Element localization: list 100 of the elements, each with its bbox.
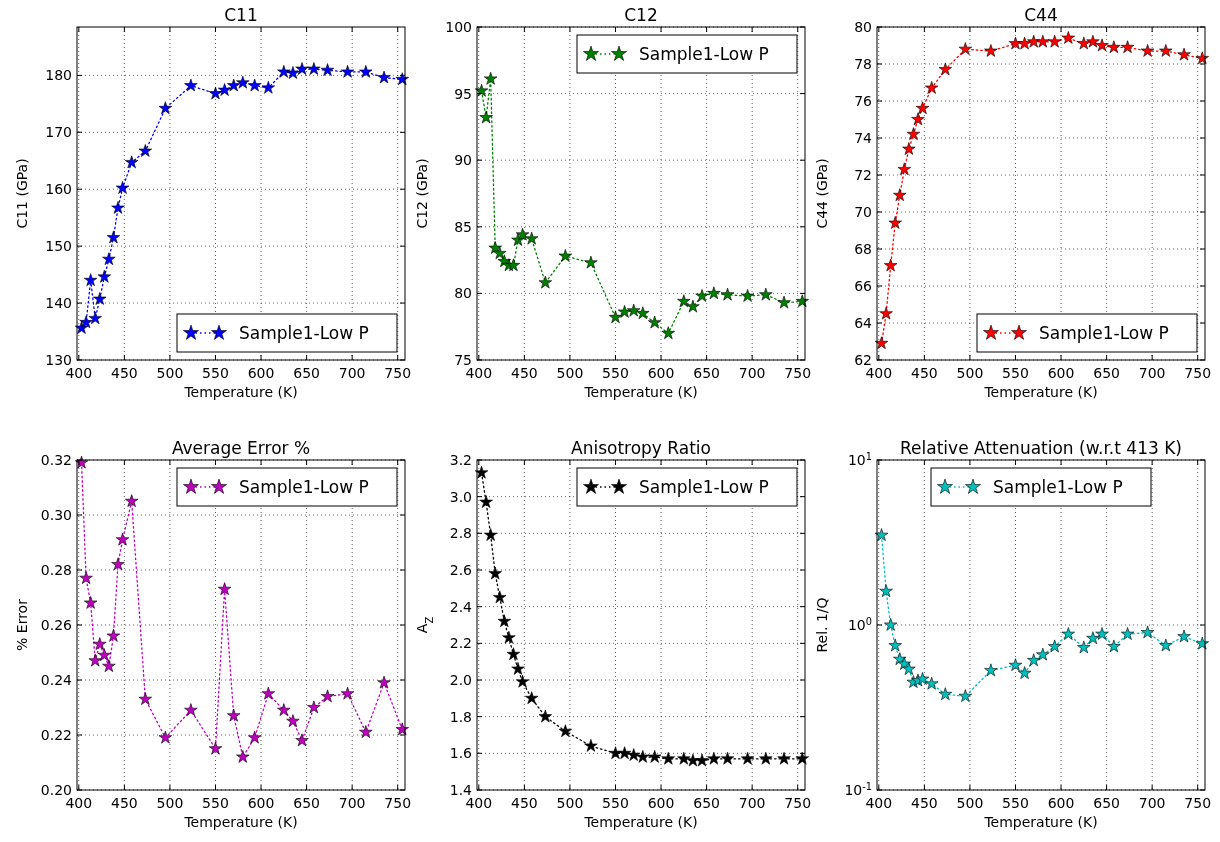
legend-label: Sample1-Low P <box>639 477 769 497</box>
point <box>1095 38 1109 52</box>
point <box>525 231 539 245</box>
y-tick-label: 80 <box>854 19 872 35</box>
y-tick-label: 80 <box>454 285 472 302</box>
y-tick-label: 2.2 <box>449 635 472 652</box>
y-tick-label: 72 <box>854 167 872 183</box>
y-tick-label: 2.4 <box>449 598 473 615</box>
point <box>217 83 232 96</box>
x-tick-label: 650 <box>1093 795 1120 811</box>
point <box>1086 631 1100 645</box>
point <box>340 686 355 700</box>
point <box>479 495 493 508</box>
point <box>608 746 623 760</box>
point <box>897 162 911 176</box>
point <box>79 571 93 584</box>
point <box>677 294 691 308</box>
y-axis-title: C11 (GPa) <box>14 158 30 229</box>
y-tick-label: 95 <box>454 85 472 102</box>
point <box>984 44 998 57</box>
y-tick-label: 180 <box>45 67 72 84</box>
point <box>893 188 907 202</box>
point <box>286 66 300 79</box>
point <box>558 249 573 262</box>
x-tick-label: 450 <box>111 365 138 381</box>
y-axis-title: C44 (GPa) <box>814 158 830 229</box>
point <box>1107 40 1121 54</box>
point <box>111 557 125 571</box>
y-tick-label: 74 <box>854 130 873 146</box>
point <box>515 227 530 241</box>
y-tick-label: 170 <box>45 124 72 141</box>
y-tick-label: 2.8 <box>449 525 472 542</box>
x-axis-title: Temperature (K) <box>983 384 1098 400</box>
point <box>474 465 489 479</box>
x-tick-label: 600 <box>647 795 675 811</box>
point <box>584 739 598 752</box>
x-tick-label: 750 <box>1184 365 1212 381</box>
y-tick-label: 3.2 <box>449 452 472 468</box>
point <box>184 78 198 92</box>
point <box>906 127 921 140</box>
point <box>538 275 552 289</box>
x-tick-label: 600 <box>1047 795 1075 811</box>
legend-label: Sample1-Low P <box>993 477 1123 497</box>
point <box>1008 658 1023 671</box>
x-tick-label: 500 <box>556 365 584 381</box>
point <box>874 336 889 350</box>
y-tick-label: 0.26 <box>40 617 73 633</box>
point <box>617 746 632 760</box>
point <box>938 62 952 76</box>
point <box>720 751 735 765</box>
point <box>97 648 111 661</box>
y-tick-label: 76 <box>854 93 873 109</box>
point <box>525 691 539 705</box>
point <box>493 590 507 604</box>
x-tick-label: 600 <box>647 365 675 381</box>
point <box>874 528 889 541</box>
point <box>1027 34 1041 48</box>
point <box>608 310 623 324</box>
x-tick-label: 650 <box>293 365 320 381</box>
y-tick-label: 160 <box>45 181 72 198</box>
point <box>236 75 250 89</box>
point <box>277 703 291 716</box>
point <box>1177 47 1191 61</box>
point <box>1086 34 1100 48</box>
point <box>340 65 355 78</box>
point <box>493 246 507 260</box>
point <box>879 306 893 320</box>
x-tick-label: 400 <box>465 365 493 381</box>
x-tick-label: 600 <box>247 365 275 381</box>
point <box>925 676 939 690</box>
legend-label: Sample1-Low P <box>239 323 369 343</box>
point <box>958 689 973 702</box>
point <box>911 112 925 126</box>
chart-title: Average Error % <box>171 438 311 458</box>
point <box>497 614 511 628</box>
point <box>248 730 262 744</box>
point <box>795 751 809 765</box>
x-tick-label: 450 <box>911 795 938 811</box>
x-tick-label: 600 <box>247 795 275 811</box>
point <box>184 703 198 716</box>
chart-title: C12 <box>624 5 658 25</box>
point <box>261 80 275 94</box>
y-axis-title: Rel. 1/Q <box>814 597 830 653</box>
point <box>395 722 409 736</box>
y-tick-label: 2.6 <box>449 562 473 578</box>
point <box>888 638 902 652</box>
point <box>915 101 930 115</box>
x-tick-label: 750 <box>384 795 412 811</box>
y-tick-label: 90 <box>454 152 472 169</box>
point <box>479 110 493 124</box>
y-tick-label: 1.8 <box>449 708 472 725</box>
point <box>1027 653 1041 667</box>
x-tick-label: 400 <box>865 365 893 381</box>
point <box>227 708 241 722</box>
point <box>474 83 489 97</box>
point <box>538 709 552 723</box>
x-tick-label: 650 <box>1093 365 1120 381</box>
y-tick-label: 10$^{0}$ <box>847 615 872 633</box>
point <box>488 566 502 580</box>
point <box>138 144 152 157</box>
